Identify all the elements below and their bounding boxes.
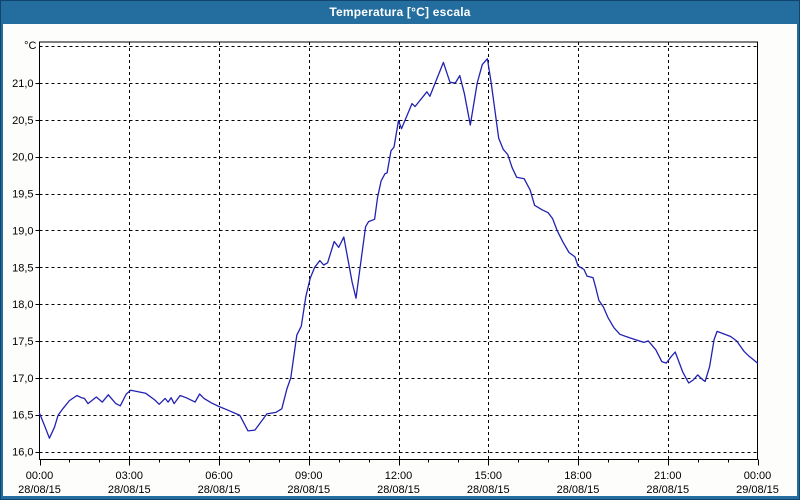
- x-tick-time-label: 18:00: [564, 470, 592, 482]
- plot-area: [39, 42, 758, 460]
- x-tick-date-label: 28/08/15: [108, 484, 151, 496]
- y-tick-label: 18,5: [12, 262, 33, 274]
- y-axis-labels: 16,0 16,5 17,0 17,5 18,0 18,5 19,0 19,5 20,0 20,5…: [12, 40, 36, 458]
- x-tick-time-label: 00:00: [26, 470, 54, 482]
- y-axis-unit-label: °C: [24, 40, 36, 52]
- x-tick-time-label: 09:00: [295, 470, 323, 482]
- window-titlebar[interactable]: Temperatura [°C] escala: [0, 0, 800, 24]
- x-tick-date-label: 29/08/15: [736, 484, 779, 496]
- y-tick-label: 19,5: [12, 189, 33, 201]
- y-tick-label: 19,0: [12, 225, 33, 237]
- x-tick-date-label: 28/08/15: [646, 484, 689, 496]
- y-tick-label: 18,0: [12, 299, 33, 311]
- x-tick-time-label: 06:00: [205, 470, 233, 482]
- window-title: Temperatura [°C] escala: [329, 5, 471, 19]
- y-tick-label: 16,0: [12, 447, 33, 459]
- y-tick-label: 20,5: [12, 115, 33, 127]
- plot-border: [39, 41, 758, 460]
- x-tick-date-label: 28/08/15: [377, 484, 420, 496]
- x-tick-date-label: 28/08/15: [557, 484, 600, 496]
- x-axis-labels: 00:00 28/08/15 03:00 28/08/15 06:00 28/08/15 0…: [18, 470, 779, 496]
- x-tick-date-label: 28/08/15: [287, 484, 330, 496]
- x-tick-date-label: 28/08/15: [198, 484, 241, 496]
- y-tick-label: 21,0: [12, 78, 33, 90]
- y-tick-label: 20,0: [12, 152, 33, 164]
- x-tick-time-label: 21:00: [654, 470, 682, 482]
- y-tick-label: 16,5: [12, 410, 33, 422]
- x-tick-time-label: 03:00: [115, 470, 143, 482]
- x-tick-time-label: 15:00: [474, 470, 502, 482]
- x-tick-date-label: 28/08/15: [18, 484, 61, 496]
- temperature-series-line: [38, 58, 759, 439]
- y-tick-label: 17,0: [12, 373, 33, 385]
- x-tick-time-label: 00:00: [744, 470, 772, 482]
- x-tick-time-label: 12:00: [385, 470, 413, 482]
- x-tick-date-label: 28/08/15: [467, 484, 510, 496]
- y-tick-label: 17,5: [12, 336, 33, 348]
